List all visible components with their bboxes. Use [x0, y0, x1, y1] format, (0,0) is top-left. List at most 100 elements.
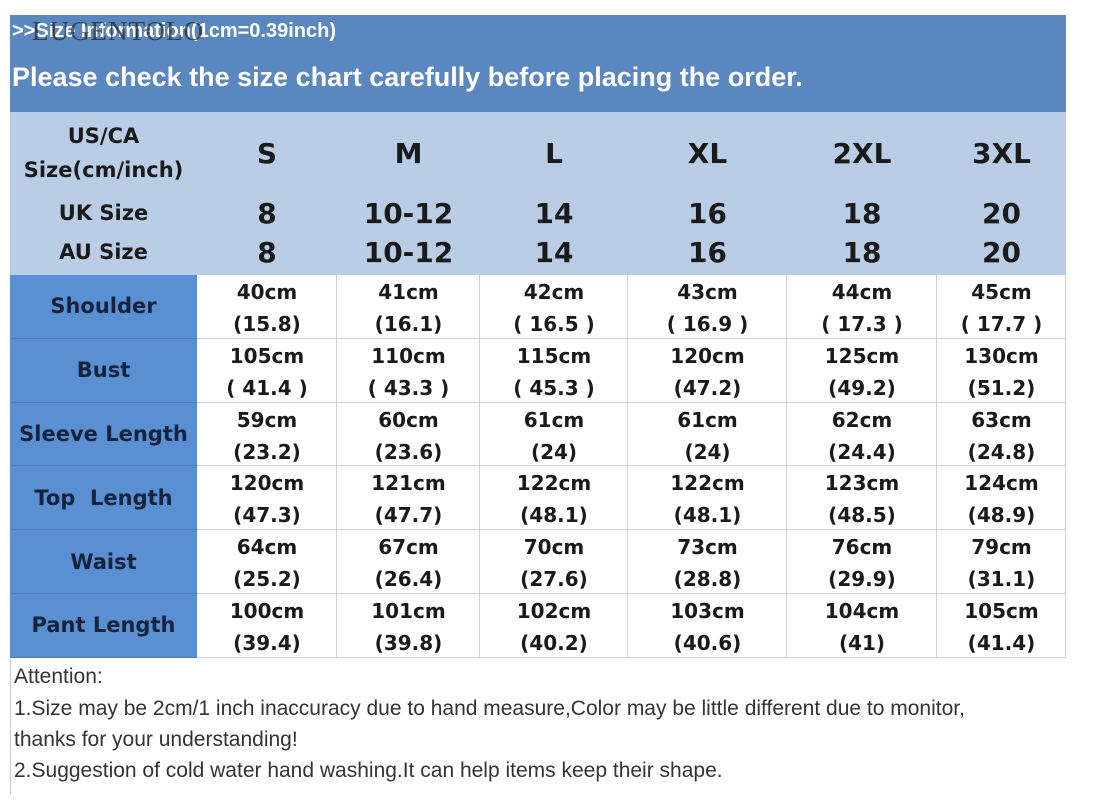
data-cell [480, 275, 628, 339]
cm-value: 63cm [971, 407, 1032, 432]
size-name: 3XL [972, 136, 1031, 170]
data-cell [197, 466, 337, 531]
size-name: M [394, 136, 423, 170]
inch-value: (49.2) [828, 375, 896, 400]
size-name: L [545, 136, 563, 170]
data-cell [480, 530, 628, 594]
inch-value: (48.1) [673, 503, 742, 528]
cm-value: 122cm [670, 471, 745, 496]
data-cell [787, 275, 937, 339]
cm-value: 123cm [824, 471, 900, 496]
data-cell [937, 402, 1066, 467]
cm-value: 125cm [824, 343, 900, 368]
inch-value: (26.4) [374, 567, 443, 592]
inch-value: (25.2) [233, 567, 301, 592]
data-cell [937, 594, 1066, 658]
size-label: US/CA Size(cm/inch) [23, 124, 184, 182]
inch-value: (47.7) [374, 503, 443, 528]
size-name: S [256, 136, 278, 170]
cm-value: 44cm [831, 280, 893, 304]
au-size: 10-12 [363, 235, 454, 269]
cm-value: 41cm [378, 280, 439, 304]
cm-value: 64cm [236, 535, 298, 560]
cm-value: 40cm [236, 280, 298, 304]
data-cell [787, 530, 937, 594]
cm-value: 102cm [516, 599, 592, 623]
au-label: AU Size [59, 240, 148, 264]
cm-value: 61cm [677, 407, 738, 432]
au-size: 20 [982, 235, 1021, 269]
row-label: Waist [10, 530, 197, 594]
data-cell [337, 275, 480, 339]
cm-value: 120cm [229, 471, 305, 496]
au-size: 16 [688, 235, 727, 269]
data-cell [480, 402, 628, 467]
data-cell [628, 275, 787, 339]
cm-value: 130cm [964, 343, 1039, 368]
cm-value: 62cm [831, 407, 893, 432]
data-cell [337, 466, 480, 531]
attention-line: thanks for your understanding! [14, 728, 298, 751]
inch-value: (41) [838, 631, 886, 655]
cm-value: 100cm [229, 599, 305, 623]
row-label: Shoulder [10, 275, 197, 339]
footer-box [10, 659, 1066, 794]
inch-value: (39.8) [374, 631, 443, 655]
cm-value: 124cm [964, 471, 1039, 496]
data-cell [628, 402, 787, 467]
uk-size: 14 [534, 196, 574, 230]
watermark: LUGENTOLO [32, 16, 204, 46]
inch-value: ( 17.7 ) [960, 312, 1043, 336]
data-cell [337, 338, 480, 403]
inch-value: ( 17.3 ) [821, 312, 903, 336]
cm-value: 105cm [964, 599, 1039, 623]
cm-value: 73cm [677, 535, 738, 560]
inch-value: (24.8) [967, 439, 1036, 464]
cm-value: 121cm [371, 471, 446, 496]
inch-value: (31.1) [967, 567, 1036, 592]
attention-line: 2.Suggestion of cold water hand washing.… [14, 759, 723, 782]
inch-value: (48.9) [967, 503, 1036, 528]
data-cell [787, 338, 937, 403]
row-label: Sleeve Length [10, 402, 197, 467]
size-name: XL [687, 136, 728, 170]
data-cell [337, 594, 480, 658]
data-cell [787, 402, 937, 467]
inch-value: (27.6) [520, 567, 588, 592]
inch-value: ( 16.5 ) [513, 312, 595, 336]
size-header-bg [10, 112, 1066, 275]
data-cell [197, 402, 337, 467]
inch-value: (15.8) [233, 312, 301, 336]
data-cell [480, 338, 628, 403]
size-name: 2XL [832, 136, 892, 170]
cm-value: 60cm [378, 407, 439, 432]
inch-value: (47.3) [233, 503, 301, 528]
inch-value: (40.2) [520, 631, 588, 655]
data-cell [937, 530, 1066, 594]
uk-size: 8 [257, 196, 277, 230]
data-cell [197, 530, 337, 594]
inch-value: (40.6) [673, 631, 742, 655]
uk-size: 10-12 [363, 196, 454, 230]
attention-line: 1.Size may be 2cm/1 inch inaccuracy due … [14, 697, 965, 720]
inch-value: ( 43.3 ) [367, 375, 450, 400]
inch-value: (23.2) [233, 439, 301, 464]
info: >>Size Information(1cm=0.39inch) [12, 20, 336, 42]
inch-value: ( 45.3 ) [513, 375, 595, 400]
data-cell [787, 594, 937, 658]
notice: Please check the size chart carefully be… [12, 62, 803, 92]
data-cell [480, 594, 628, 658]
cm-value: 104cm [824, 599, 900, 623]
uk-label: UK Size [58, 201, 149, 225]
inch-value: (24.4) [828, 439, 896, 464]
cm-value: 122cm [516, 471, 592, 496]
cm-value: 61cm [523, 407, 585, 432]
inch-value: (48.5) [828, 503, 896, 528]
inch-value: (28.8) [673, 567, 742, 592]
data-cell [197, 275, 337, 339]
data-cell [628, 594, 787, 658]
inch-value: (24) [530, 439, 578, 464]
data-cell [628, 466, 787, 531]
data-cell [197, 338, 337, 403]
